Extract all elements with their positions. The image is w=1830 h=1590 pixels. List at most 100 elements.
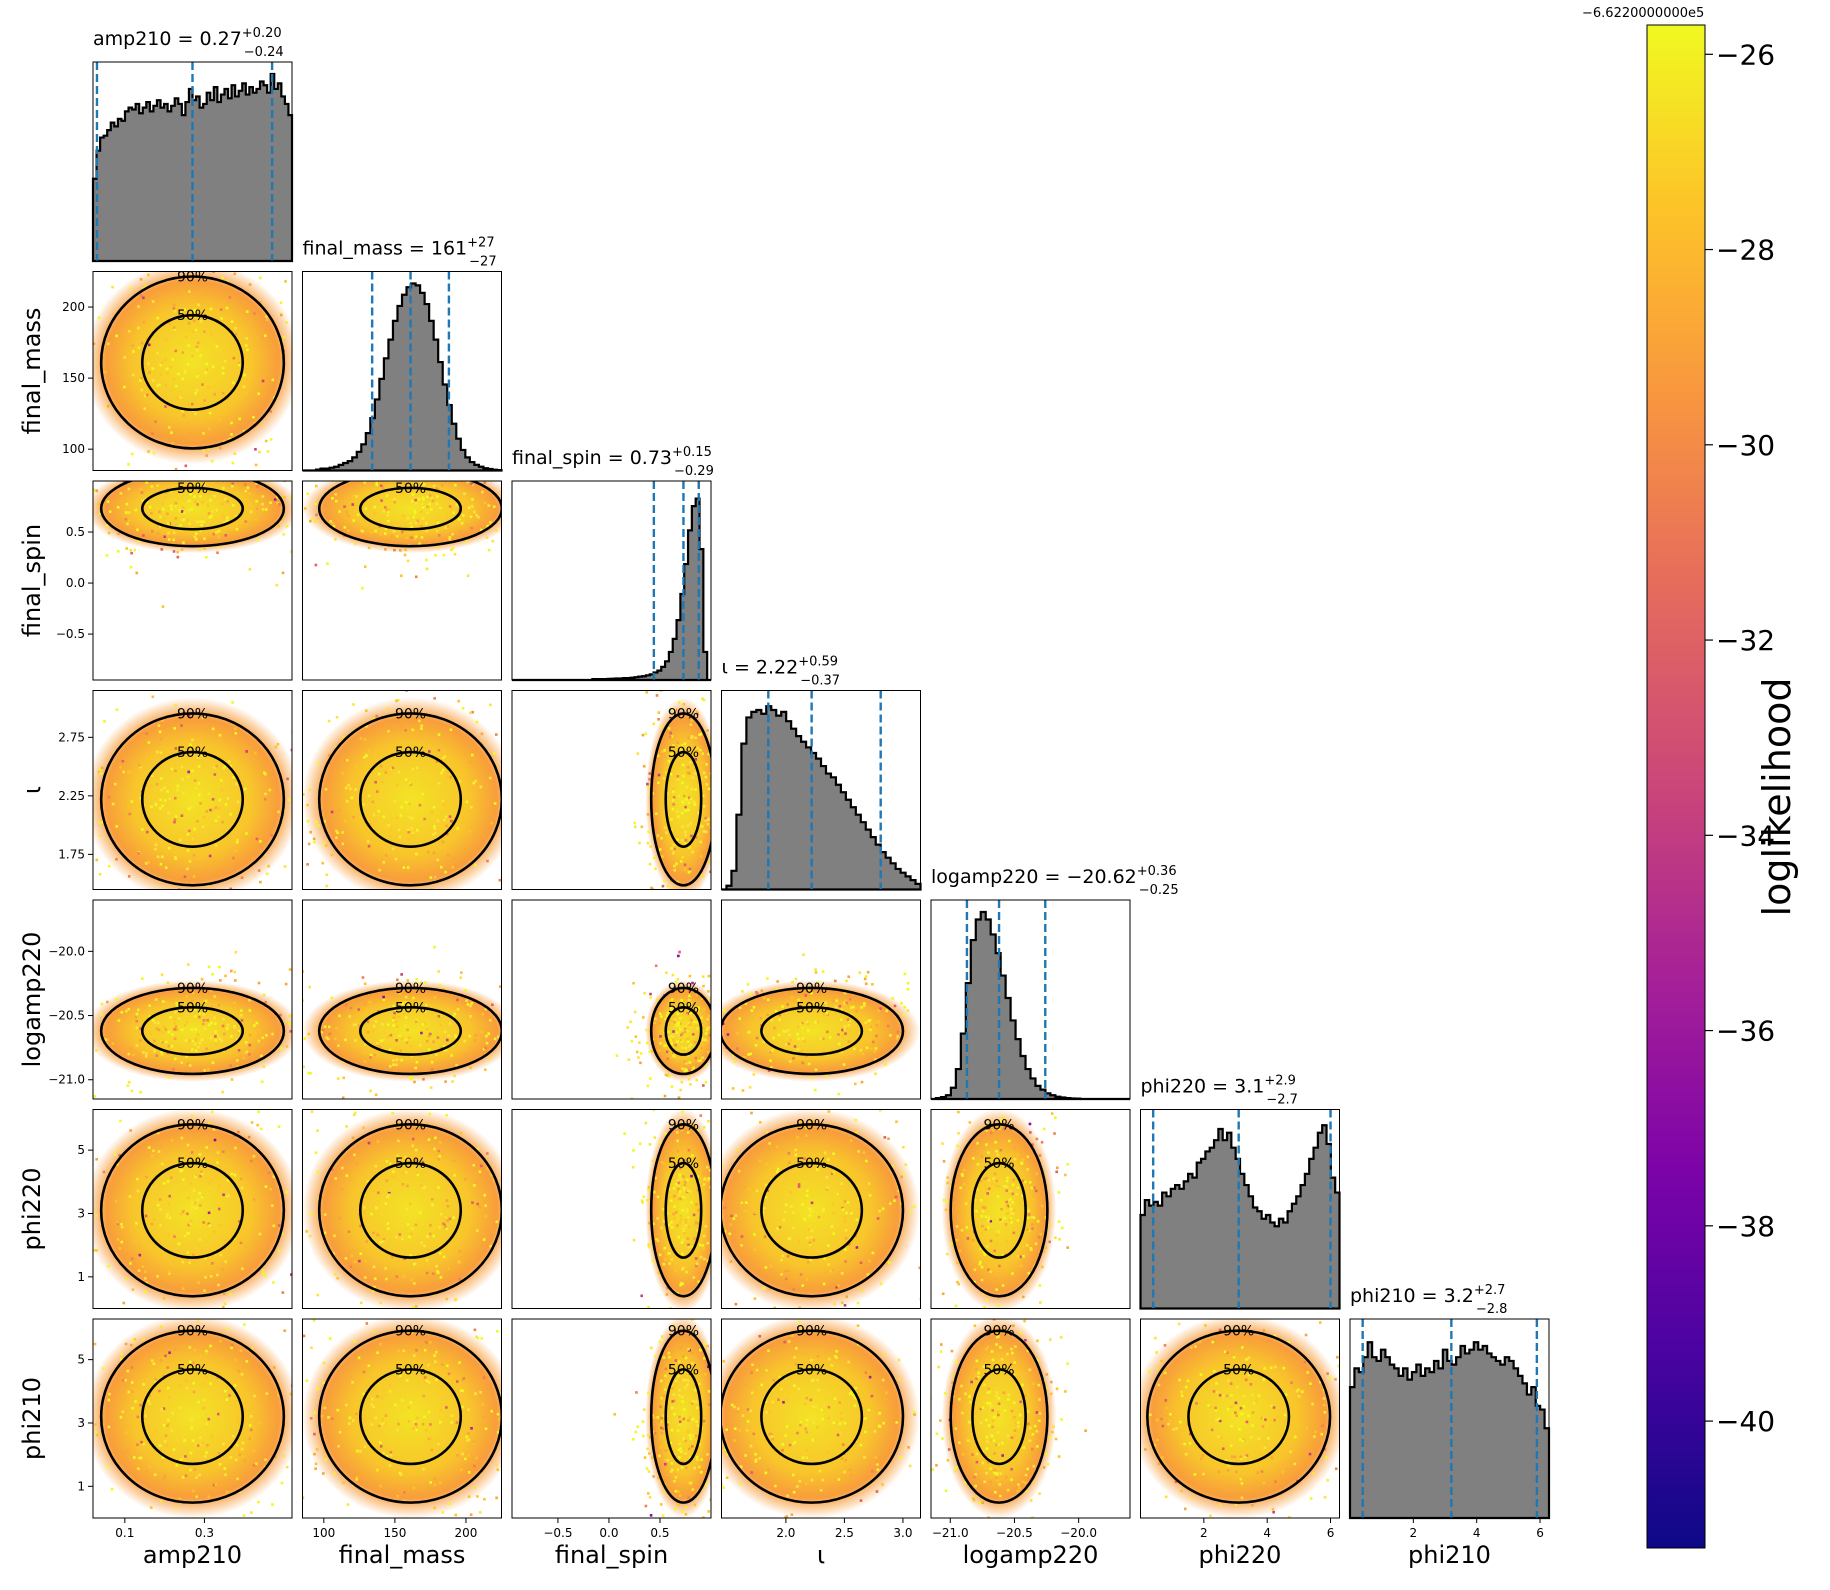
sample-point [221,990,225,994]
sample-point [264,792,267,796]
sample-point [683,1060,687,1063]
sample-point [169,1103,172,1106]
contour-50 [760,1006,864,1056]
sample-point [763,1223,767,1227]
sample-point [652,1475,655,1478]
sample-point [847,1242,851,1246]
sample-point [847,1023,851,1027]
sample-point [699,1114,703,1117]
sample-point [125,502,129,506]
sample-point [398,1034,402,1038]
sample-point [422,1527,425,1530]
sample-point [145,1470,148,1474]
sample-point [181,409,184,413]
sample-point [120,1010,124,1014]
sample-point [241,1267,244,1271]
sample-point [150,1222,154,1226]
sample-point [205,368,209,371]
sample-point [696,1449,700,1453]
sample-point [223,1292,226,1296]
panel-frame [302,690,502,890]
sample-point [194,328,198,332]
sample-point [694,1436,697,1440]
sample-point [203,537,206,540]
sample-point [298,779,301,782]
sample-point [719,1032,722,1035]
contour-50 [760,1161,864,1259]
sample-point [193,1043,197,1046]
sample-point [480,1031,483,1034]
sample-point [229,887,233,890]
sample-point [173,796,177,800]
hist-title-phi210: phi210 = 3.2+2.7 [1350,1283,1505,1307]
sample-point [239,1241,243,1245]
sample-point [729,1223,733,1226]
sample-point [327,1416,330,1419]
sample-point [796,1541,799,1544]
sample-point [786,1269,790,1273]
sample-point [114,1199,118,1203]
hist-err-minus-final_mass: −27 [469,255,496,270]
panel-frame [930,1109,1131,1309]
sample-point [375,483,379,487]
sample-point [678,1033,682,1037]
sample-point [387,729,390,733]
sample-point [683,863,687,867]
sample-point [850,1013,853,1017]
sample-point [993,1249,996,1253]
sample-point [636,752,640,755]
sample-point [716,1279,719,1282]
sample-point [384,1277,388,1281]
sample-point [302,1065,305,1069]
sample-point [140,1095,143,1098]
sample-point [437,546,440,550]
sample-point [463,1039,466,1043]
sample-point [942,1160,946,1163]
sample-point [637,1056,640,1059]
sample-point [800,1120,803,1123]
sample-point [744,1454,747,1457]
sample-point [280,1232,284,1236]
sample-point [849,1139,853,1142]
sample-point [908,1464,912,1468]
sample-point [198,548,202,551]
sample-point [336,1408,340,1412]
sample-point [397,1015,401,1019]
sample-point [142,1337,145,1341]
sample-point [459,976,463,980]
sample-point [570,781,573,784]
sample-point [745,1428,749,1432]
sample-point [472,1163,476,1167]
sample-point [944,1208,948,1212]
sample-point [266,450,270,453]
sample-point [971,1239,975,1242]
sample-point [201,500,204,504]
sample-point [763,1235,767,1239]
sample-point [113,1153,117,1156]
sample-point [449,507,453,510]
sample-point [331,522,335,525]
sample-point [232,381,235,385]
sample-point [498,878,502,882]
sample-point [714,1425,717,1428]
sample-point [148,1004,151,1007]
sample-point [691,1033,695,1036]
sample-point [336,1077,340,1080]
sample-point [830,1363,834,1367]
sample-point [428,1112,432,1116]
sample-point [385,494,389,498]
sample-point [704,775,708,779]
sample-point [648,772,652,775]
sample-point [802,953,805,957]
sample-point [419,1211,422,1215]
sample-point [358,1024,361,1028]
sample-point [814,968,817,971]
sample-point [117,532,120,535]
sample-point [359,1450,362,1453]
sample-point [148,505,152,509]
sample-point [662,1394,666,1398]
sample-point [636,1425,639,1428]
sample-point [404,729,407,732]
sample-point [658,1012,662,1015]
sample-point [87,1388,90,1391]
